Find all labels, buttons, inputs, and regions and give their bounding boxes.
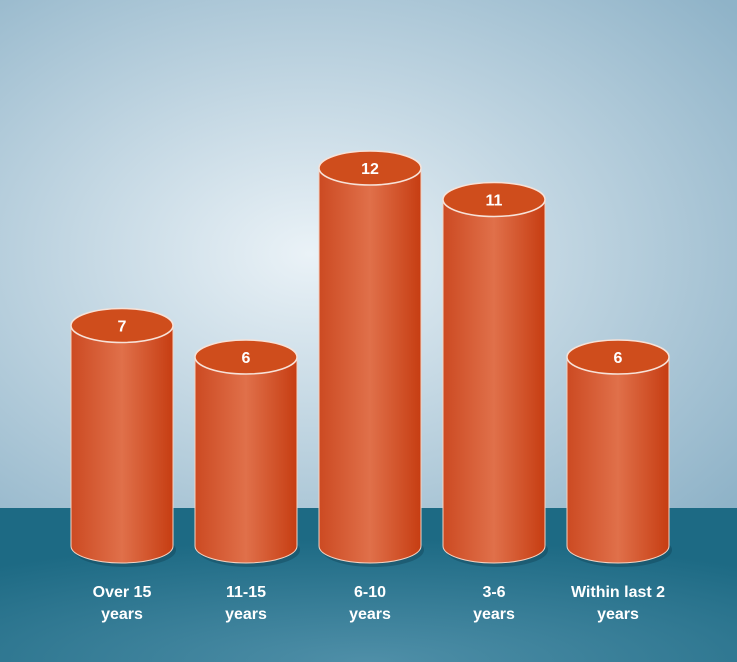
- value-label: 12: [361, 161, 379, 178]
- category-label: 3-6 years: [473, 584, 515, 623]
- bar-3: 12: [318, 150, 424, 567]
- bar-body: [442, 199, 546, 564]
- category-label: 6-10 years: [349, 584, 391, 623]
- category-label-line: years: [101, 606, 143, 623]
- value-label: 6: [614, 350, 623, 367]
- bars-group: 7 6 12 11 6: [70, 150, 672, 567]
- category-label-line: Within last 2: [571, 584, 665, 601]
- bar-body: [318, 167, 422, 564]
- category-label-line: 11-15: [226, 584, 266, 601]
- bar-top: [566, 339, 670, 375]
- bar-body: [70, 325, 174, 564]
- value-label: 7: [118, 319, 127, 336]
- category-label-line: years: [473, 606, 515, 623]
- category-label-line: years: [597, 606, 639, 623]
- category-label: Within last 2 years: [571, 584, 665, 623]
- category-label: 11-15 years: [225, 584, 267, 623]
- bar-1: 7: [70, 307, 176, 567]
- bar-top: [194, 339, 298, 375]
- bar-2: 6: [194, 339, 300, 567]
- bar-5: 6: [566, 339, 672, 567]
- category-label-line: 6-10: [354, 584, 386, 601]
- value-label: 11: [486, 193, 503, 210]
- category-label-line: years: [349, 606, 391, 623]
- value-label: 6: [242, 350, 251, 367]
- category-label-line: years: [225, 606, 267, 623]
- bar-4: 11: [442, 181, 548, 567]
- category-label: Over 15 years: [93, 584, 152, 623]
- bar-top: [70, 307, 174, 344]
- bar-body: [566, 356, 670, 564]
- bar-top: [442, 181, 546, 218]
- bar-top: [318, 150, 422, 186]
- category-label-line: 3-6: [482, 584, 505, 601]
- category-label-line: Over 15: [93, 584, 152, 601]
- bar-body: [194, 356, 298, 564]
